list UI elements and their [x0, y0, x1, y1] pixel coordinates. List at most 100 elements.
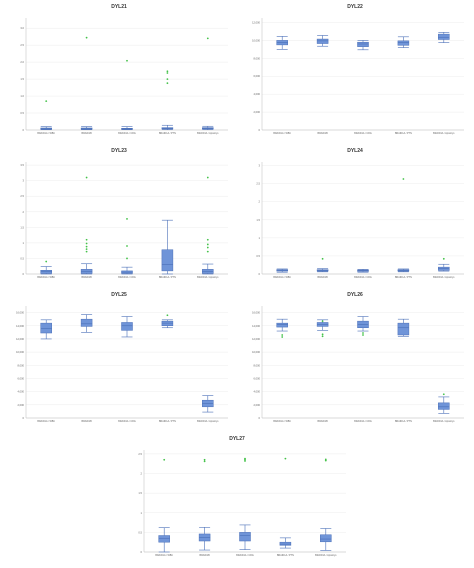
- box-plot-3: [121, 59, 133, 130]
- box-plot-1: [276, 268, 288, 273]
- y-tick-label: 14,000: [16, 324, 24, 328]
- outlier-point: [166, 314, 169, 317]
- x-tick-label: BRAID1B: [199, 554, 210, 557]
- box-plot-2: [80, 314, 93, 333]
- box-plot-1: [40, 100, 52, 130]
- box-iqr: [276, 322, 288, 328]
- box-plot-2: [316, 319, 329, 338]
- outlier-point: [45, 100, 48, 103]
- box-plot-2: [198, 458, 211, 551]
- box-plot-4: [161, 314, 174, 329]
- outlier-point: [126, 245, 128, 247]
- x-tick-label: BRAID1A / Apostrys: [197, 420, 219, 423]
- y-tick-label: 1.5: [256, 218, 260, 222]
- box-iqr: [357, 41, 369, 47]
- x-tick-label: BRAID1B: [81, 420, 92, 423]
- x-tick-label: BRAID1A / PTN: [395, 420, 412, 423]
- y-tick-label: 2.5: [138, 452, 142, 456]
- box-iqr: [121, 322, 133, 331]
- outlier-point: [442, 393, 445, 396]
- y-tick-label: 12,000: [252, 337, 260, 341]
- chart-title: DYL25: [111, 292, 127, 298]
- x-tick-label: BRAID1A / WBC: [37, 420, 55, 423]
- outlier-point: [166, 72, 169, 74]
- x-tick-label: BRAID1A / CRG: [354, 276, 372, 279]
- box-iqr: [161, 320, 174, 327]
- box-plot-1: [40, 319, 52, 340]
- x-tick-label: BRAID1A / WBC: [273, 276, 291, 279]
- box-plot-3: [121, 316, 133, 338]
- y-tick-label: 3.5: [20, 163, 24, 167]
- outlier-point: [45, 260, 48, 263]
- y-tick-label: 16,000: [252, 311, 260, 315]
- y-tick-label: 16,000: [16, 311, 24, 315]
- y-tick-label: 0: [23, 128, 25, 132]
- chart-title: DYL22: [347, 4, 363, 10]
- y-tick-label: 2: [23, 210, 25, 214]
- box-plot-2: [80, 36, 93, 130]
- x-tick-label: BRAID1B: [81, 276, 92, 279]
- x-tick-label: BRAID1A / Apostrys: [197, 132, 219, 135]
- y-tick-label: 3: [259, 164, 261, 168]
- y-tick-label: 0: [259, 128, 261, 132]
- box-plot-1: [158, 458, 170, 553]
- outlier-point: [402, 178, 405, 180]
- chart-svg: 0 0.5 1 1.5 2 2.5 BRAID1A / WBC BRAID1B BRAID1A …: [138, 450, 346, 557]
- outlier-point: [321, 333, 324, 336]
- box-iqr: [397, 40, 410, 46]
- x-tick-label: BRAID1A / Apostrys: [433, 276, 455, 279]
- y-tick-label: 10,000: [252, 350, 260, 354]
- outlier-point: [321, 320, 324, 323]
- x-tick-label: BRAID1A / CRG: [118, 276, 136, 279]
- chart-panel-5: DYL25 0 2,000 4,000 6,000 8,000 10,000 12,000 1…: [4, 292, 234, 432]
- outlier-point: [85, 245, 88, 248]
- chart-panel-2: DYL22 0 2,000 4,000 6,000 8,000 10,000 12,000 B…: [240, 4, 470, 144]
- outlier-point: [85, 36, 88, 39]
- box-plot-4: [397, 178, 410, 273]
- outlier-point: [166, 82, 169, 85]
- y-tick-label: 1.5: [20, 225, 24, 229]
- y-tick-label: 0.5: [20, 111, 24, 115]
- y-tick-label: 6,000: [18, 376, 25, 380]
- x-tick-label: BRAID1A / Apostrys: [197, 276, 219, 279]
- x-tick-label: BRAID1A / Apostrys: [433, 132, 455, 135]
- x-tick-label: BRAID1A / CRG: [236, 554, 254, 557]
- x-tick-label: BRAID1A / Apostrys: [433, 420, 455, 423]
- chart-panel-6: DYL26 0 2,000 4,000 6,000 8,000 10,000 12,000 1…: [240, 292, 470, 432]
- outlier-point: [203, 460, 206, 463]
- y-tick-label: 0: [141, 550, 143, 554]
- chart-panel-3: DYL23 0 0.5 1 1.5 2 2.5 3 3.5 BRAID1A / WBC BRAID…: [4, 148, 234, 288]
- outlier-point: [126, 218, 128, 220]
- x-tick-label: BRAID1A / CRG: [354, 132, 372, 135]
- x-tick-label: BRAID1A / PTN: [159, 276, 176, 279]
- chart-panel-4: DYL24 0 0.5 1 1.5 2 2.5 3 BRAID1A / WBC BRAID1B B…: [240, 148, 470, 288]
- y-tick-label: 8,000: [18, 363, 25, 367]
- outlier-point: [85, 248, 88, 251]
- outlier-point: [281, 334, 284, 336]
- x-tick-label: BRAID1A / PTN: [277, 554, 294, 557]
- outlier-point: [362, 334, 364, 336]
- box-iqr: [158, 535, 170, 543]
- outlier-point: [85, 238, 88, 241]
- x-tick-label: BRAID1A / PTN: [159, 132, 176, 135]
- box-plot-1: [276, 36, 288, 50]
- x-tick-label: BRAID1B: [317, 132, 328, 135]
- y-tick-label: 0: [259, 272, 261, 276]
- box-plot-3: [239, 457, 251, 550]
- chart-svg: 0 2,000 4,000 6,000 8,000 10,000 12,000 14,000 1…: [252, 306, 464, 423]
- outlier-point: [362, 332, 364, 334]
- box-plot-3: [357, 40, 369, 51]
- y-tick-label: 4,000: [254, 92, 261, 96]
- outlier-point: [203, 458, 206, 461]
- outlier-point: [126, 59, 128, 62]
- chart-panel-1: DYL21 0 0.5 1.0 1.5 2.0 2.5 3.0 BRAID1A / WBC BR…: [4, 4, 234, 144]
- box-iqr: [40, 270, 52, 274]
- y-tick-label: 8,000: [254, 56, 261, 60]
- box-iqr: [320, 534, 332, 543]
- y-tick-label: 2,000: [18, 403, 25, 407]
- x-tick-label: BRAID1A / WBC: [273, 420, 291, 423]
- box-plot-5: [202, 395, 214, 413]
- chart-title: DYL27: [229, 436, 245, 442]
- box-plot-4: [161, 219, 174, 275]
- box-plot-4: [279, 457, 292, 549]
